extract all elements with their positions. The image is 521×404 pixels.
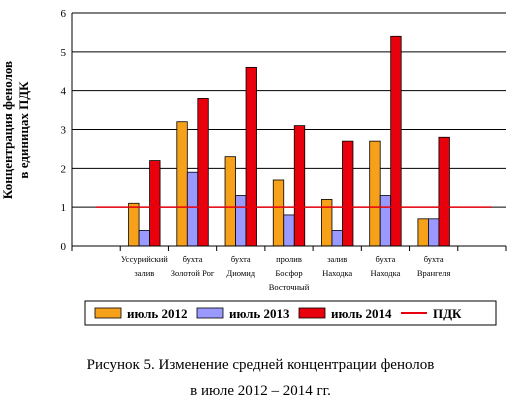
legend-box <box>84 300 497 326</box>
x-tick-label: Восточный <box>269 282 310 292</box>
bar <box>321 198 333 247</box>
bar <box>235 195 247 247</box>
x-tick-label: Находка <box>322 268 352 278</box>
x-tick-label: Находка <box>370 268 400 278</box>
bar <box>342 140 354 247</box>
bar <box>176 121 188 247</box>
y-tick-label: 0 <box>61 241 67 253</box>
legend-label: ПДК <box>433 306 462 321</box>
x-tick-label: бухта <box>183 254 203 264</box>
y-tick-label: 5 <box>61 47 67 59</box>
y-tick-label: 6 <box>61 8 67 20</box>
bar <box>197 98 209 247</box>
bar <box>138 230 150 247</box>
bar <box>293 125 306 247</box>
legend: июль 2012 июль 2013 июль 2014 ПДК <box>84 300 497 326</box>
x-tick-label: Золотой Рог <box>171 268 215 278</box>
y-axis-title-line-1: Концентрация фенолов <box>0 61 15 199</box>
bar <box>369 140 381 247</box>
bar <box>438 136 450 247</box>
x-tick-label: бухта <box>231 254 251 264</box>
y-tick-label: 1 <box>61 202 67 214</box>
x-tick-label: Уссурийский <box>121 254 168 264</box>
caption-line-2: в июле 2012 – 2014 гг. <box>190 383 331 399</box>
x-tick-label: Босфор <box>275 268 302 278</box>
y-axis-title-line-2: в единицах ПДК <box>16 81 31 179</box>
chart: Концентрация фенолов в единицах ПДК 0 1 2 3… <box>0 8 507 326</box>
bar <box>283 214 295 247</box>
legend-label: июль 2014 <box>331 306 392 321</box>
plot-area: 0 1 2 3 4 5 6 Уссурийский залив бухта Золотой Рог б… <box>61 8 507 292</box>
x-tick-label: Врангеля <box>417 268 451 278</box>
bar <box>128 202 140 247</box>
legend-label: июль 2012 <box>127 306 188 321</box>
bar <box>390 35 402 247</box>
y-tick-label: 4 <box>61 86 67 98</box>
bar <box>186 171 199 247</box>
figure-caption: Рисунок 5. Изменение средней концентраци… <box>0 352 521 404</box>
y-axis-title: Концентрация фенолов в единицах ПДК <box>0 61 31 199</box>
legend-swatch <box>196 307 224 319</box>
x-tick-label: пролив <box>276 254 302 264</box>
y-tick-label: 3 <box>61 125 67 137</box>
bar <box>272 179 285 247</box>
bar <box>149 160 161 247</box>
legend-swatch <box>94 307 122 319</box>
bar <box>245 66 257 247</box>
caption-line-1: Рисунок 5. Изменение средней концентраци… <box>86 357 435 373</box>
y-tick-label: 2 <box>61 163 67 175</box>
x-tick-label: залив <box>327 254 347 264</box>
bar <box>379 195 392 247</box>
bar <box>224 156 236 247</box>
x-tick-label: залив <box>134 268 154 278</box>
bar <box>428 218 440 247</box>
legend-label: июль 2013 <box>229 306 290 321</box>
bar <box>417 218 429 247</box>
x-tick-label: бухта <box>375 254 395 264</box>
x-tick-label: бухта <box>424 254 444 264</box>
legend-swatch <box>298 307 326 319</box>
x-tick-label: Диомид <box>226 268 255 278</box>
bar <box>331 230 343 247</box>
